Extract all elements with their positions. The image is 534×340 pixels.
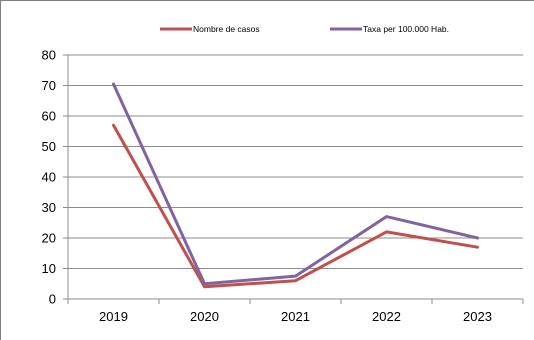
y-tick-label-80: 80 bbox=[42, 48, 56, 63]
x-tick-label-2021: 2021 bbox=[281, 309, 310, 324]
x-tick-label-2019: 2019 bbox=[99, 309, 128, 324]
series-line-1 bbox=[112, 82, 479, 286]
legend-label-1: Taxa per 100.000 Hab. bbox=[363, 24, 449, 34]
y-tick-label-0: 0 bbox=[49, 292, 56, 307]
y-tick-label-40: 40 bbox=[42, 170, 56, 185]
y-tick-label-60: 60 bbox=[42, 109, 56, 124]
x-tick-label-2022: 2022 bbox=[372, 309, 401, 324]
y-tick-label-70: 70 bbox=[42, 78, 56, 93]
y-tick-label-50: 50 bbox=[42, 139, 56, 154]
legend-label-0: Nombre de casos bbox=[193, 24, 260, 34]
frame-top-border bbox=[0, 0, 534, 1]
x-tick-label-2020: 2020 bbox=[190, 309, 219, 324]
y-tick-label-10: 10 bbox=[42, 261, 56, 276]
frame-left-border bbox=[0, 0, 1, 340]
y-tick-label-30: 30 bbox=[42, 200, 56, 215]
x-tick-label-2023: 2023 bbox=[463, 309, 492, 324]
y-tick-label-20: 20 bbox=[42, 231, 56, 246]
